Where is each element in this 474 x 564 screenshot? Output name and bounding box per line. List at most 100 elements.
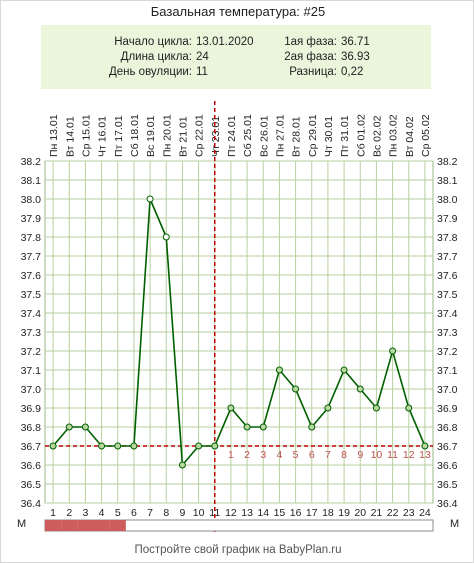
luteal-day-label: 3 [260,449,266,461]
menstruation-day [77,520,94,531]
y-tick-label-left: 37.1 [21,365,42,377]
cycle-length-label: Длина цикла: [120,51,192,63]
day-number-label: 2 [66,507,72,519]
y-tick-label-right: 36.5 [437,479,458,491]
day-number-label: 13 [241,507,253,519]
date-label: Ср 29.01 [307,114,319,157]
day-number-label: 17 [306,507,318,519]
y-tick-label-right: 37.2 [437,346,458,358]
y-tick-label-right: 36.9 [437,403,458,415]
day-number-label: 14 [257,507,269,519]
date-label: Пн 13.01 [48,114,60,157]
luteal-day-label: 9 [357,449,363,461]
temperature-point [389,347,397,355]
cycle-start-label: Начало цикла: [114,36,192,48]
y-tick-label-left: 36.6 [21,460,42,472]
ovulation-day-label: День овуляции: [108,66,192,78]
temperature-point-hollow [162,233,170,241]
phase2-value: 36.93 [341,51,370,63]
y-tick-label-left: 37.8 [21,232,42,244]
temperature-point [308,423,316,431]
date-label: Вт 28.01 [291,116,303,157]
temperature-point [243,423,251,431]
luteal-day-label: 7 [325,449,331,461]
menstruation-day [109,520,126,531]
temperature-point [259,423,267,431]
day-number-label: 24 [419,507,431,519]
difference-value: 0,22 [341,66,364,78]
y-tick-label-left: 36.5 [21,479,42,491]
luteal-day-label: 8 [341,449,347,461]
y-tick-label-right: 37.8 [437,232,458,244]
date-label: Вс 26.01 [258,115,270,157]
temperature-point [356,385,364,393]
date-label: Сб 25.01 [242,114,254,157]
y-tick-label-right: 37.5 [437,289,458,301]
temperature-point [324,404,332,412]
temperature-point [275,366,283,374]
day-number-label: 1 [50,507,56,519]
luteal-day-label: 6 [309,449,315,461]
luteal-day-label: 5 [293,449,299,461]
luteal-day-label: 11 [387,449,398,461]
day-number-label: 5 [115,507,121,519]
day-number-label: 7 [147,507,153,519]
temperature-point [114,442,122,450]
date-label: Вт 04.02 [404,116,416,157]
temperature-point [178,461,186,469]
day-number-label: 19 [338,507,350,519]
date-label: Вс 02.02 [371,115,383,157]
temperature-point-hollow [146,195,154,203]
day-number-label: 22 [387,507,399,519]
luteal-day-label: 4 [276,449,282,461]
date-label: Чт 16.01 [97,116,109,157]
day-number-label: 20 [354,507,366,519]
y-tick-label-right: 37.0 [437,384,458,396]
luteal-day-label: 12 [403,449,415,461]
ovulation-day-value: 11 [196,66,208,78]
temperature-point [421,442,429,450]
y-tick-label-left: 36.7 [21,441,42,453]
day-number-label: 8 [163,507,169,519]
date-label: Пт 24.01 [226,115,238,157]
y-tick-label-right: 36.8 [437,422,458,434]
date-label: Пт 17.01 [113,115,125,157]
menstruation-label-left: М [17,518,27,530]
phase1-value: 36.71 [341,36,370,48]
cycle-length-value: 24 [196,51,209,63]
temperature-point [130,442,138,450]
y-tick-label-left: 37.6 [21,270,42,282]
cycle-start-value: 13.01.2020 [196,36,254,48]
date-label: Ср 22.01 [194,114,206,157]
temperature-point [195,442,203,450]
date-label: Ср 15.01 [80,114,92,157]
y-tick-label-left: 38.2 [21,156,42,168]
temperature-point [405,404,413,412]
y-tick-label-right: 38.1 [437,175,458,187]
date-label: Чт 30.01 [323,116,335,157]
day-number-label: 16 [290,507,302,519]
temperature-point [227,404,235,412]
day-number-label: 11 [209,507,220,519]
luteal-day-label: 2 [244,449,250,461]
y-tick-label-left: 37.3 [21,327,42,339]
cycle-info-panel: Начало цикла: 13.01.2020 Длина цикла: 24… [41,25,431,89]
y-tick-label-left: 38.0 [21,194,42,206]
y-tick-label-right: 38.0 [437,194,458,206]
date-label: Сб 01.02 [355,114,367,157]
date-label: Пн 20.01 [161,114,173,157]
y-tick-label-left: 37.5 [21,289,42,301]
day-number-label: 18 [322,507,334,519]
temperature-point [211,442,219,450]
y-tick-label-right: 37.1 [437,365,458,377]
y-tick-label-right: 37.9 [437,213,458,225]
y-tick-label-left: 37.7 [21,251,42,263]
day-number-label: 3 [82,507,88,519]
temperature-point [340,366,348,374]
temperature-point [49,442,57,450]
phase1-label: 1ая фаза: [284,36,337,48]
y-tick-label-right: 36.4 [437,498,458,510]
day-number-label: 15 [274,507,286,519]
menstruation-day [93,520,110,531]
